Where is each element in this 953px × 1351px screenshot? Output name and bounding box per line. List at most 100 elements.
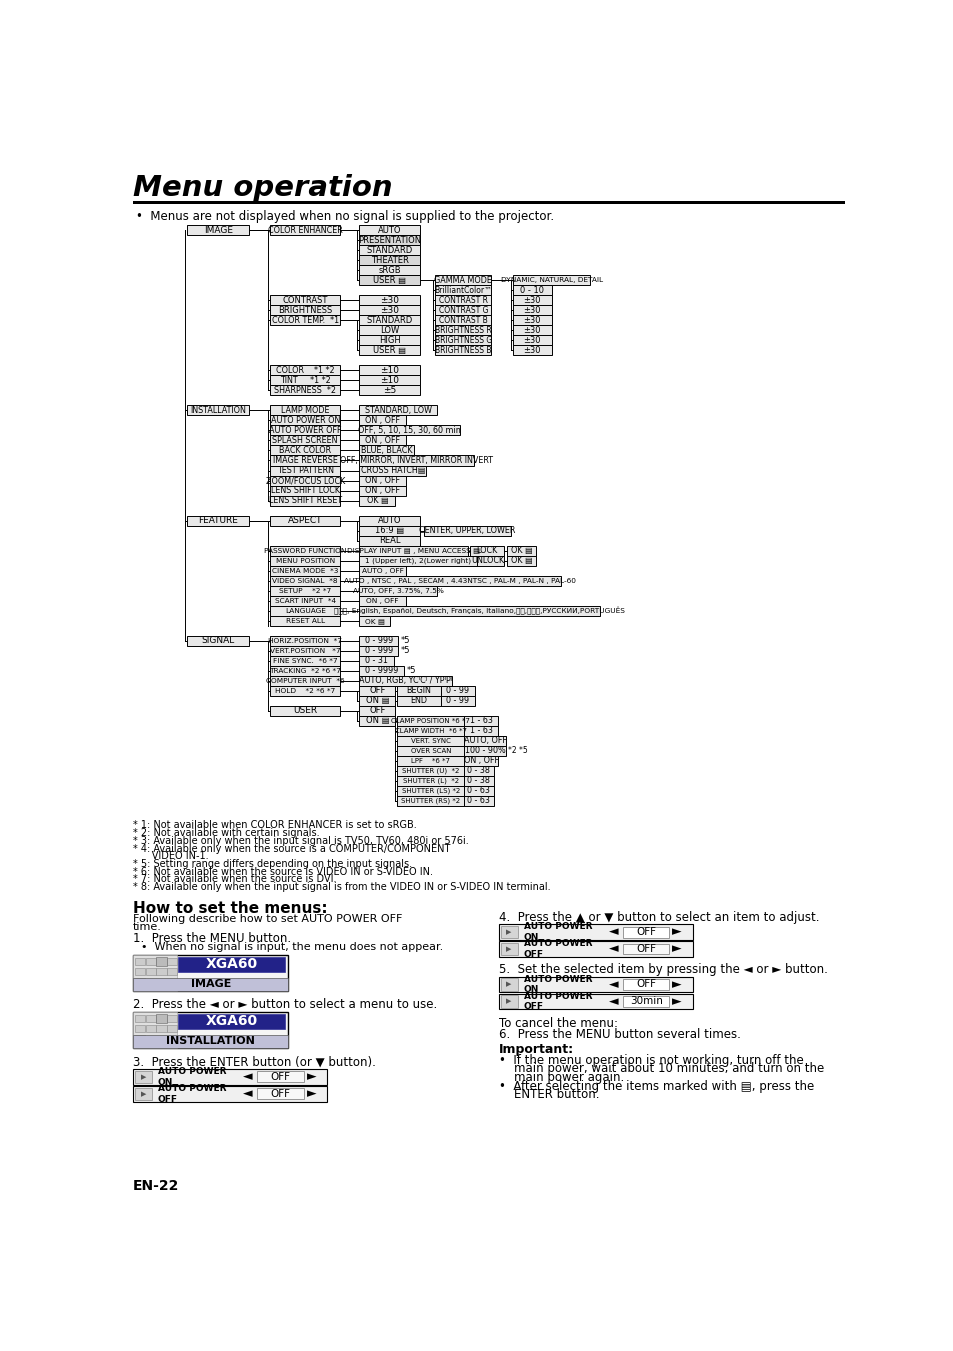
Text: SIGNAL: SIGNAL — [202, 636, 234, 646]
Bar — [270, 605, 340, 616]
Bar — [156, 1015, 167, 1023]
Bar — [359, 535, 419, 546]
Bar — [359, 326, 419, 335]
Bar — [464, 736, 505, 746]
Text: USER: USER — [293, 707, 317, 715]
Bar — [156, 967, 167, 975]
Text: IMAGE: IMAGE — [204, 226, 233, 235]
Text: 0 - 38: 0 - 38 — [467, 777, 490, 785]
Bar — [500, 996, 517, 1008]
Bar — [146, 1024, 155, 1032]
Text: ±10: ±10 — [380, 376, 398, 385]
Text: time.: time. — [133, 923, 162, 932]
Bar — [134, 1035, 145, 1042]
Text: FEATURE: FEATURE — [198, 516, 238, 526]
Text: SPLASH SCREEN: SPLASH SCREEN — [273, 436, 337, 444]
Text: COMPUTER INPUT  *6: COMPUTER INPUT *6 — [266, 678, 344, 684]
Text: SHUTTER (U)  *2: SHUTTER (U) *2 — [402, 767, 459, 774]
Text: 0 - 10: 0 - 10 — [519, 286, 544, 295]
Text: SCART INPUT  *4: SCART INPUT *4 — [274, 597, 335, 604]
Bar — [359, 335, 419, 346]
Text: 5.  Set the selected item by pressing the ◄ or ► button.: 5. Set the selected item by pressing the… — [498, 963, 827, 975]
Text: 0 - 9999: 0 - 9999 — [365, 666, 398, 676]
Text: Menu operation: Menu operation — [133, 174, 393, 201]
Bar — [397, 716, 464, 725]
Text: ON , OFF: ON , OFF — [365, 476, 400, 485]
Bar — [134, 978, 145, 985]
Bar — [270, 616, 340, 626]
Text: VERT.POSITION   *7: VERT.POSITION *7 — [270, 647, 340, 654]
Bar — [435, 276, 491, 285]
Text: •  If the menu operation is not working, turn off the: • If the menu operation is not working, … — [498, 1054, 803, 1067]
Text: ON , OFF: ON , OFF — [366, 597, 398, 604]
Text: VIDEO SIGNAL  *8: VIDEO SIGNAL *8 — [273, 578, 337, 584]
Text: INSTALLATION: INSTALLATION — [191, 405, 246, 415]
Text: * 4: Available only when the source is a COMPUTER/COMPONENT: * 4: Available only when the source is a… — [133, 843, 450, 854]
Bar — [178, 957, 285, 973]
Text: AUTO: AUTO — [377, 226, 401, 235]
Text: sRGB: sRGB — [378, 266, 400, 274]
Bar — [133, 200, 843, 204]
Text: 100 - 90%: 100 - 90% — [464, 746, 505, 755]
Bar — [397, 775, 464, 786]
Bar — [156, 1013, 167, 1023]
Text: ±30: ±30 — [523, 296, 540, 305]
Text: ±30: ±30 — [523, 336, 540, 345]
Bar — [156, 1024, 167, 1032]
Bar — [359, 476, 406, 485]
Text: *5: *5 — [400, 646, 410, 655]
Text: ►: ► — [672, 943, 681, 955]
Text: LOW: LOW — [379, 326, 399, 335]
Text: 0 - 31: 0 - 31 — [365, 657, 388, 665]
Text: * 1: Not available when COLOR ENHANCER is set to sRGB.: * 1: Not available when COLOR ENHANCER i… — [133, 820, 416, 831]
Bar — [167, 958, 177, 965]
Text: BrilliantColor™: BrilliantColor™ — [434, 286, 492, 295]
Bar — [359, 466, 426, 476]
Text: •  Menus are not displayed when no signal is supplied to the projector.: • Menus are not displayed when no signal… — [136, 209, 554, 223]
Text: ENTER button.: ENTER button. — [498, 1089, 598, 1101]
Text: ►: ► — [672, 978, 681, 992]
Bar — [156, 957, 167, 966]
Text: ASPECT: ASPECT — [288, 516, 322, 526]
Bar — [270, 516, 340, 526]
Bar — [397, 736, 464, 746]
Bar — [359, 696, 395, 705]
Bar — [187, 636, 249, 646]
Bar — [513, 315, 551, 326]
Bar — [359, 235, 419, 246]
Bar — [270, 666, 340, 676]
Bar — [359, 596, 406, 605]
Bar — [513, 296, 551, 305]
Text: AUTO POWER
OFF: AUTO POWER OFF — [158, 1084, 226, 1104]
Text: OVER SCAN: OVER SCAN — [410, 748, 451, 754]
Text: OFF, MIRROR, INVERT, MIRROR INVERT: OFF, MIRROR, INVERT, MIRROR INVERT — [340, 457, 493, 465]
Text: 2.  Press the ◄ or ► button to select a menu to use.: 2. Press the ◄ or ► button to select a m… — [133, 998, 437, 1012]
Text: TRACKING  *2 *6 *7: TRACKING *2 *6 *7 — [269, 667, 341, 674]
Bar — [134, 967, 145, 975]
Bar — [257, 1089, 303, 1100]
Text: CINEMA MODE  *3: CINEMA MODE *3 — [272, 567, 338, 574]
Text: ►: ► — [672, 925, 681, 939]
Text: 0 - 63: 0 - 63 — [467, 796, 490, 805]
Text: GAMMA MODE: GAMMA MODE — [434, 276, 492, 285]
Bar — [513, 305, 551, 315]
Text: STANDARD: STANDARD — [366, 316, 413, 324]
Bar — [270, 446, 340, 455]
Bar — [435, 285, 491, 296]
Bar — [178, 1013, 285, 1029]
Bar — [500, 943, 517, 955]
Bar — [146, 967, 155, 975]
Bar — [133, 978, 288, 990]
Text: 1 (Upper left), 2(Lower right): 1 (Upper left), 2(Lower right) — [365, 558, 471, 563]
Text: AUTO POWER
OFF: AUTO POWER OFF — [523, 992, 592, 1011]
Text: IMAGE: IMAGE — [191, 979, 231, 989]
Bar — [500, 925, 517, 939]
Text: ►: ► — [672, 994, 681, 1008]
Bar — [359, 385, 419, 396]
Text: CROSS HATCH▤: CROSS HATCH▤ — [360, 466, 424, 476]
Bar — [270, 315, 340, 326]
Text: XGA60: XGA60 — [205, 1015, 257, 1028]
Text: ON ▤: ON ▤ — [365, 696, 389, 705]
Bar — [359, 446, 414, 455]
Bar — [622, 943, 669, 954]
